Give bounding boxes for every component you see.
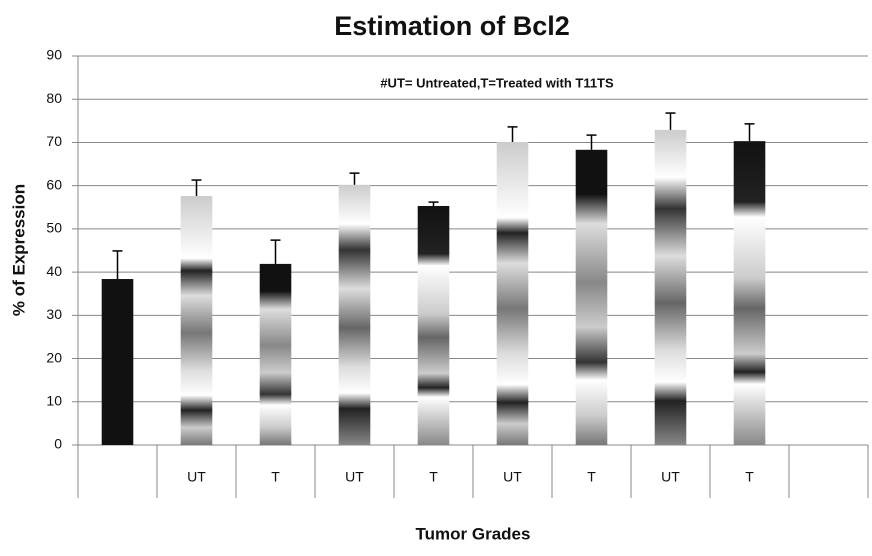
error-bar <box>665 112 676 130</box>
bar <box>338 184 371 445</box>
bar <box>733 141 766 446</box>
error-bar <box>349 172 360 185</box>
bar <box>259 263 292 445</box>
y-tick-label: 30 <box>46 306 62 322</box>
y-tick-label: 60 <box>46 176 62 192</box>
x-tick-label: UT <box>503 469 522 485</box>
y-tick-label: 20 <box>46 349 62 365</box>
y-tick-label: 40 <box>46 263 62 279</box>
x-axis-title: Tumor Grades <box>416 524 531 543</box>
annotation: #UT= Untreated,T=Treated with T11TS <box>380 75 614 90</box>
error-bar <box>112 250 123 280</box>
bar <box>654 129 687 445</box>
error-bar <box>507 126 518 143</box>
x-tick-label: T <box>271 469 280 485</box>
x-tick-label: UT <box>345 469 364 485</box>
chart-title: Estimation of Bcl2 <box>334 11 570 41</box>
y-tick-label: 80 <box>46 90 62 106</box>
x-tick-label: T <box>587 469 596 485</box>
bar <box>101 279 134 445</box>
y-tick-label: 90 <box>46 47 62 63</box>
x-tick-label: T <box>745 469 754 485</box>
bar <box>575 149 608 445</box>
x-tick-label: T <box>429 469 438 485</box>
x-tick-label: UT <box>661 469 680 485</box>
x-tick-label: UT <box>187 469 206 485</box>
y-tick-label: 10 <box>46 392 62 408</box>
y-tick-label: 70 <box>46 133 62 149</box>
error-bar <box>744 123 755 142</box>
bar <box>417 205 450 445</box>
bar <box>180 196 213 445</box>
bar <box>496 142 529 446</box>
y-tick-label: 0 <box>54 436 62 452</box>
error-bar <box>270 239 281 264</box>
error-bar <box>428 201 439 206</box>
y-tick-label: 50 <box>46 220 62 236</box>
error-bar <box>586 134 597 150</box>
y-axis-title: % of Expression <box>9 184 28 316</box>
error-bar <box>191 179 202 197</box>
